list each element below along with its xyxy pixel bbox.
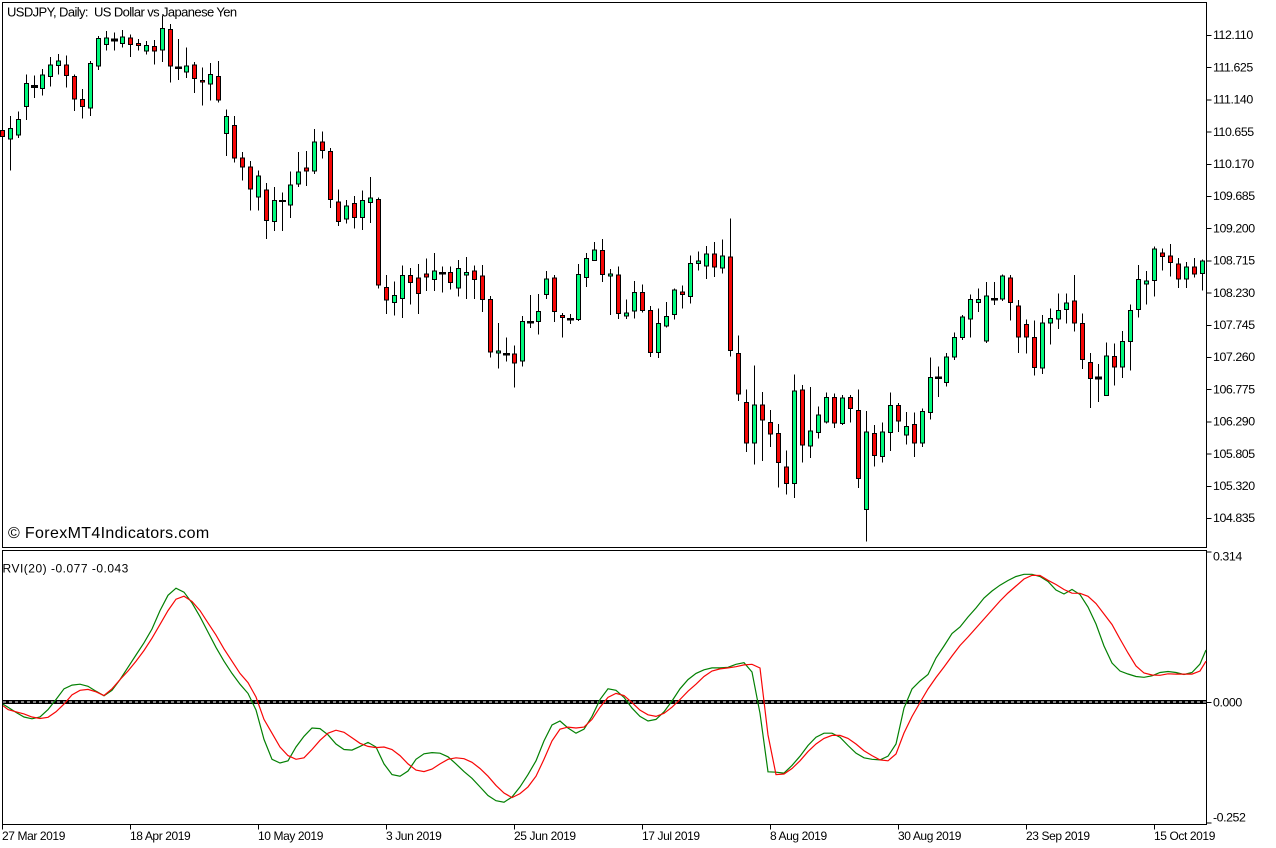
svg-text:111.140: 111.140	[1213, 93, 1253, 107]
svg-text:3 Jun 2019: 3 Jun 2019	[386, 829, 442, 843]
svg-text:108.715: 108.715	[1213, 254, 1255, 268]
svg-text:105.805: 105.805	[1213, 447, 1255, 461]
svg-text:108.230: 108.230	[1213, 286, 1255, 300]
svg-text:USDJPY, Daily: US Dollar vs J: USDJPY, Daily: US Dollar vs Japanese Yen	[7, 5, 237, 20]
svg-text:111.625: 111.625	[1213, 60, 1253, 74]
svg-text:106.775: 106.775	[1213, 382, 1255, 396]
svg-text:109.200: 109.200	[1213, 221, 1255, 235]
svg-text:23 Sep 2019: 23 Sep 2019	[1026, 829, 1090, 843]
svg-text:-0.252: -0.252	[1213, 811, 1246, 825]
svg-text:15 Oct 2019: 15 Oct 2019	[1154, 829, 1216, 843]
svg-text:27 Mar 2019: 27 Mar 2019	[2, 829, 66, 843]
svg-text:112.110: 112.110	[1213, 28, 1253, 42]
svg-text:RVI(20) -0.077 -0.043: RVI(20) -0.077 -0.043	[3, 562, 129, 576]
svg-text:8 Aug 2019: 8 Aug 2019	[770, 829, 827, 843]
svg-text:0.000: 0.000	[1213, 696, 1242, 710]
svg-text:107.260: 107.260	[1213, 350, 1255, 364]
svg-text:17 Jul 2019: 17 Jul 2019	[642, 829, 700, 843]
svg-text:104.835: 104.835	[1213, 511, 1255, 525]
svg-text:107.745: 107.745	[1213, 318, 1255, 332]
svg-text:110.655: 110.655	[1213, 125, 1254, 139]
svg-text:30 Aug 2019: 30 Aug 2019	[898, 829, 962, 843]
svg-text:10 May 2019: 10 May 2019	[258, 829, 324, 843]
svg-text:110.170: 110.170	[1213, 157, 1254, 171]
svg-text:109.685: 109.685	[1213, 189, 1255, 203]
svg-text:106.290: 106.290	[1213, 415, 1255, 429]
svg-text:0.314: 0.314	[1213, 550, 1242, 564]
svg-text:25 Jun 2019: 25 Jun 2019	[514, 829, 576, 843]
svg-text:18 Apr 2019: 18 Apr 2019	[130, 829, 191, 843]
svg-text:105.320: 105.320	[1213, 479, 1255, 493]
svg-text:© ForexMT4Indicators.com: © ForexMT4Indicators.com	[8, 525, 210, 542]
